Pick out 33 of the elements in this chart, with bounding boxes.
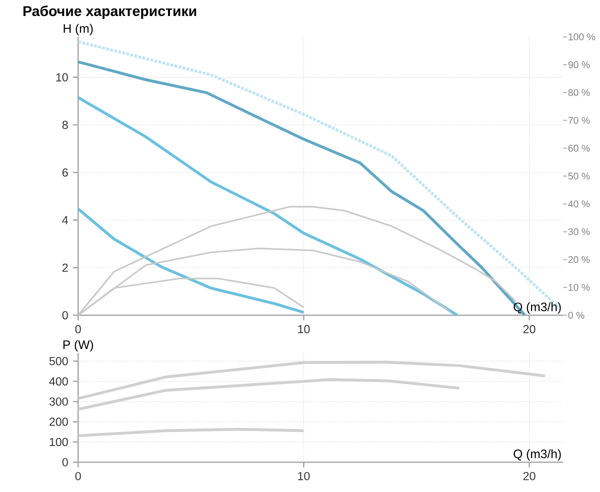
x-tick-label: 0 <box>75 325 81 334</box>
x-axis-title: Q (m3/h) <box>514 449 561 461</box>
chart-title: Рабочие характеристики <box>23 6 196 20</box>
x-tick-label: 10 <box>298 472 310 480</box>
y2-tick-label: 100 % <box>568 34 596 40</box>
y-tick-label: 10 <box>56 73 68 82</box>
y-axis-title: H (m) <box>64 24 93 36</box>
y2-tick-label: 50 % <box>568 172 590 180</box>
y-tick-label: 6 <box>62 168 68 177</box>
y-tick-label: 2 <box>62 264 68 272</box>
y2-tick-label: 80 % <box>568 89 590 96</box>
x-tick-label: 0 <box>75 472 81 480</box>
y-tick-label: 200 <box>50 418 68 426</box>
x-tick-label: 20 <box>523 472 536 480</box>
y-tick-label: 4 <box>62 216 68 224</box>
y-tick-label: 500 <box>49 357 68 366</box>
y2-tick-label: 60 % <box>568 144 590 152</box>
y2-tick-label: 0 % <box>568 312 584 319</box>
y-axis-title: P (W) <box>63 340 94 352</box>
x-tick-label: 20 <box>523 325 536 334</box>
y-tick-label: 300 <box>49 398 68 406</box>
y2-tick-label: 90 % <box>568 61 590 68</box>
y-tick-label: 100 <box>50 438 68 446</box>
y2-tick-label: 10 % <box>568 284 590 291</box>
x-tick-label: 10 <box>298 325 310 334</box>
y-tick-label: 400 <box>49 377 68 386</box>
y2-tick-label: 30 % <box>568 228 590 236</box>
y-tick-label: 0 <box>62 311 68 320</box>
y2-tick-label: 20 % <box>568 256 590 264</box>
y2-tick-label: 40 % <box>568 200 590 208</box>
y2-tick-label: 70 % <box>568 117 590 124</box>
y-tick-label: 0 <box>62 458 68 466</box>
y-tick-label: 8 <box>62 120 68 130</box>
